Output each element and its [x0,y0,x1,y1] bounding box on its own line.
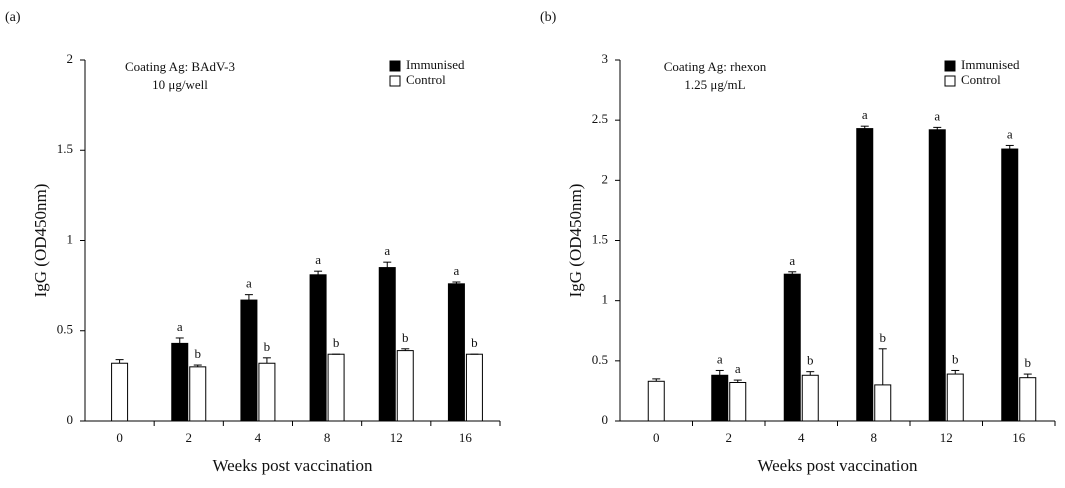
bar [327,353,345,422]
x-tick-label: 2 [726,430,733,445]
legend-swatch [944,75,956,87]
significance-letter: b [807,353,814,368]
y-axis-label: IgG (OD450nm) [566,184,585,298]
bar [378,267,396,422]
y-axis-label: IgG (OD450nm) [31,184,50,298]
bar [801,374,819,422]
significance-letter: a [717,351,723,366]
significance-letter: b [264,339,271,354]
legend-label: Control [961,72,1001,87]
x-axis-label: Weeks post vaccination [757,456,918,475]
bar [783,273,801,422]
bar [946,373,964,422]
bar [928,129,946,422]
x-tick-label: 8 [871,430,878,445]
x-tick-label: 12 [940,430,953,445]
x-tick-label: 4 [798,430,805,445]
significance-letter: b [195,346,202,361]
bar [465,353,483,422]
bar [309,274,327,422]
panel-label: (b) [540,10,557,25]
y-tick-label: 1 [67,231,74,246]
x-tick-label: 12 [390,430,403,445]
y-tick-label: 0 [67,412,74,427]
significance-letter: a [384,243,390,258]
bar [447,283,465,422]
bar [856,128,874,422]
legend-label: Immunised [961,57,1020,72]
x-tick-label: 16 [459,430,473,445]
significance-letter: a [934,108,940,123]
y-tick-label: 0.5 [592,352,608,367]
significance-letter: b [1025,355,1032,370]
y-tick-label: 1.5 [592,231,608,246]
legend-label: Immunised [406,57,465,72]
panel-label: (a) [5,10,21,25]
y-tick-label: 1.5 [57,141,73,156]
bar [258,362,276,422]
legend-swatch [944,60,956,72]
y-tick-label: 2 [602,171,609,186]
annotation: Coating Ag: BAdV-3 [125,59,235,74]
annotation: Coating Ag: rhexon [664,59,767,74]
significance-letter: a [862,107,868,122]
significance-letter: b [880,330,887,345]
annotation: 1.25 μg/mL [684,77,745,92]
significance-letter: a [454,263,460,278]
bar [1001,148,1019,422]
x-tick-label: 8 [324,430,331,445]
significance-letter: b [471,335,478,350]
significance-letter: a [735,361,741,376]
bar [171,342,189,422]
y-tick-label: 1 [602,292,609,307]
bar [240,299,258,422]
bar [189,366,207,422]
significance-letter: b [333,335,340,350]
y-tick-label: 3 [602,51,609,66]
significance-letter: a [789,253,795,268]
significance-letter: b [952,351,959,366]
x-tick-label: 0 [116,430,123,445]
x-tick-label: 16 [1012,430,1026,445]
x-tick-label: 4 [255,430,262,445]
annotation: 10 μg/well [152,77,208,92]
significance-letter: a [1007,126,1013,141]
y-tick-label: 0.5 [57,322,73,337]
significance-letter: b [402,330,409,345]
bar [396,350,414,422]
bar [729,381,747,422]
legend-swatch [389,60,401,72]
significance-letter: a [246,276,252,291]
y-tick-label: 2.5 [592,111,608,126]
x-axis-label: Weeks post vaccination [212,456,373,475]
significance-letter: a [177,319,183,334]
significance-letter: a [315,252,321,267]
bar [711,374,729,422]
x-tick-label: 0 [653,430,660,445]
bar [111,362,129,422]
bar [874,384,892,422]
y-tick-label: 2 [67,51,74,66]
y-tick-label: 0 [602,412,609,427]
bar [1019,377,1037,422]
legend-swatch [389,75,401,87]
legend-label: Control [406,72,446,87]
bar [647,380,665,422]
x-tick-label: 2 [186,430,193,445]
